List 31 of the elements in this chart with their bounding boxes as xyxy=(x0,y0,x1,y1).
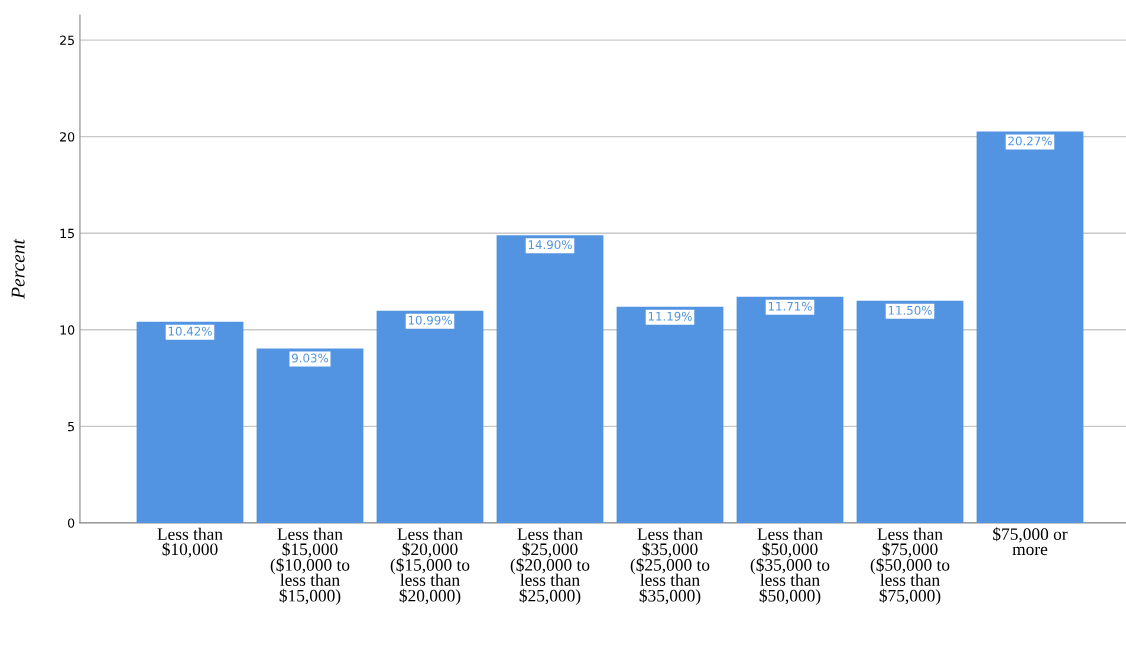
x-tick-label: Less than $15,000 ($10,000 to less than $15,000) xyxy=(270,527,350,606)
data-label: 11.19% xyxy=(648,311,692,321)
x-tick-label: Less than $25,000 ($20,000 to less than $25,000) xyxy=(510,527,590,606)
data-label: 11.50% xyxy=(888,305,932,315)
x-tick-label: Less than $50,000 ($35,000 to less than $50,000) xyxy=(750,527,830,606)
y-tick-label: 20 xyxy=(60,132,75,142)
data-label: 10.42% xyxy=(168,326,212,336)
y-axis-title: Percent xyxy=(11,238,25,299)
data-label: 11.71% xyxy=(768,301,812,311)
bar xyxy=(856,300,964,523)
data-label: 9.03% xyxy=(291,353,329,363)
bar xyxy=(256,348,364,523)
y-tick-label: 5 xyxy=(68,421,74,432)
bar xyxy=(616,306,724,523)
data-label: 20.27% xyxy=(1008,136,1052,146)
data-label: 14.90% xyxy=(528,240,572,250)
x-tick-label: Less than $35,000 ($25,000 to less than $35,000) xyxy=(630,527,710,606)
y-tick-label: 25 xyxy=(60,35,74,46)
y-tick-label: 15 xyxy=(60,228,74,239)
x-tick-label: $75,000 or more xyxy=(993,527,1068,556)
x-tick-label: Less than $10,000 xyxy=(157,527,223,558)
x-tick-label: Less than $20,000 ($15,000 to less than $20,000) xyxy=(390,527,470,606)
bar xyxy=(376,310,484,523)
bar xyxy=(976,131,1084,523)
x-tick-label: Less than $75,000 ($50,000 to less than $75,000) xyxy=(870,527,950,606)
y-tick-label: 0 xyxy=(67,518,75,528)
bar xyxy=(136,321,244,523)
bar xyxy=(496,235,604,523)
y-tick-label: 10 xyxy=(60,325,75,335)
bar xyxy=(736,296,844,523)
data-label: 10.99% xyxy=(408,315,452,325)
